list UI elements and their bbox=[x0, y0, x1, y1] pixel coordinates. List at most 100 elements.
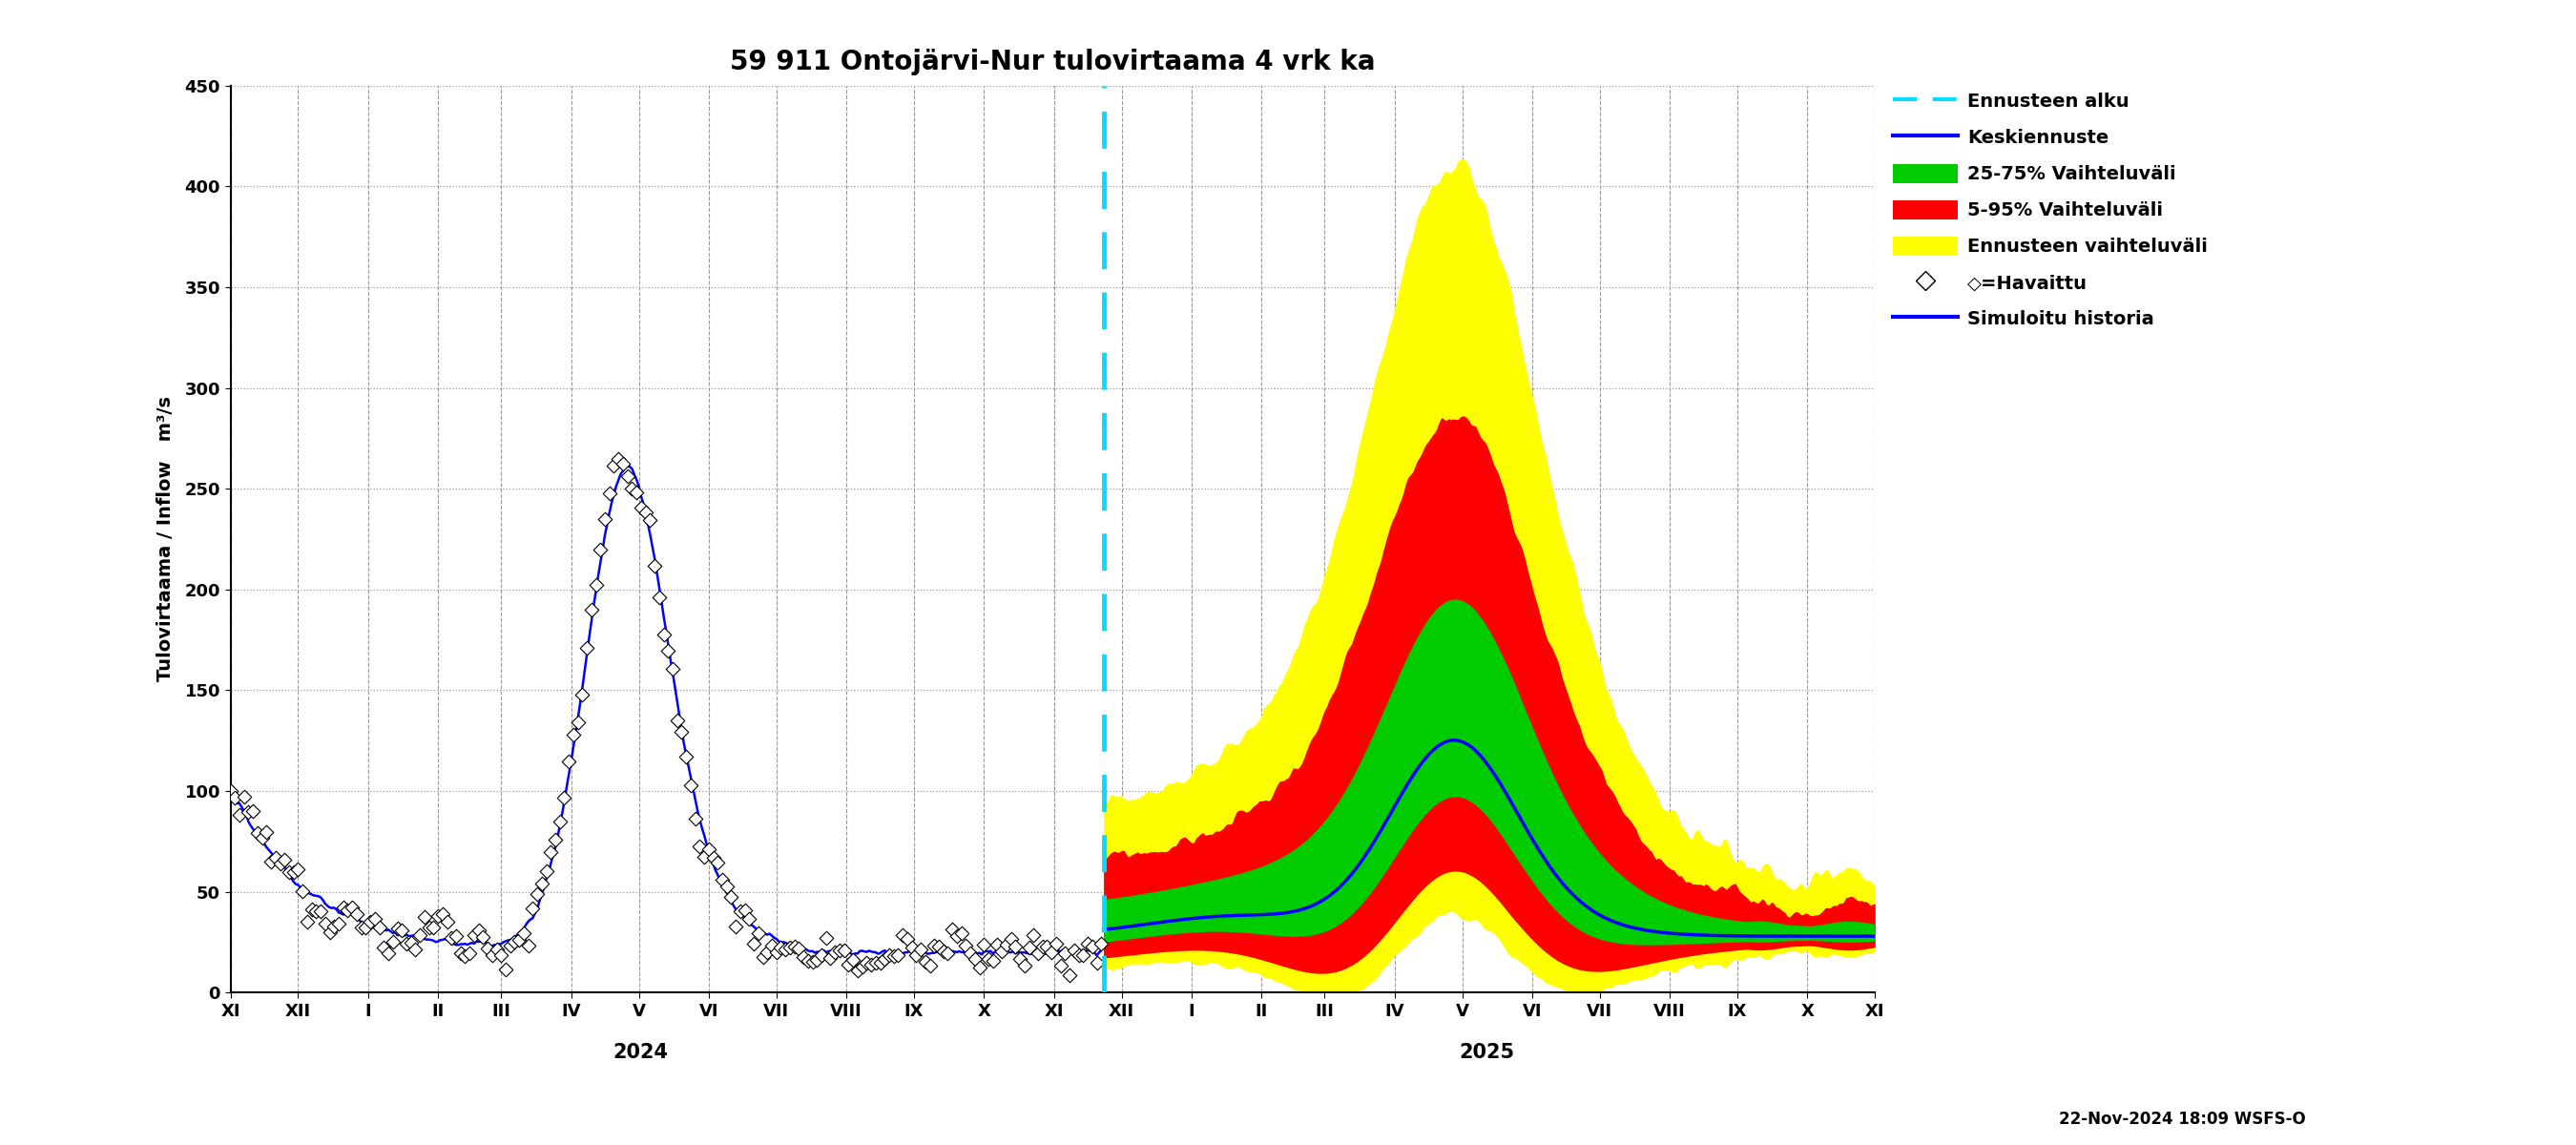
Point bbox=[616, 483, 657, 502]
Point bbox=[701, 870, 742, 889]
Point bbox=[477, 940, 518, 958]
Point bbox=[626, 504, 667, 522]
Point bbox=[675, 810, 716, 828]
Point bbox=[281, 882, 322, 900]
Point bbox=[531, 843, 572, 861]
Point bbox=[335, 906, 376, 924]
Point bbox=[788, 951, 829, 970]
Point bbox=[232, 802, 273, 820]
Title: 59 911 Ontojärvi-Nur tulovirtaama 4 vrk ka: 59 911 Ontojärvi-Nur tulovirtaama 4 vrk … bbox=[729, 48, 1376, 76]
Point bbox=[327, 901, 368, 919]
Point bbox=[896, 946, 938, 964]
Point bbox=[317, 915, 358, 933]
Point bbox=[665, 748, 706, 766]
Point bbox=[549, 752, 590, 771]
Point bbox=[572, 601, 613, 619]
Point bbox=[260, 855, 301, 874]
Point bbox=[554, 726, 595, 744]
Point bbox=[448, 945, 489, 963]
Point bbox=[412, 918, 453, 937]
Point bbox=[1077, 954, 1118, 972]
Point bbox=[368, 943, 410, 962]
Point bbox=[760, 939, 801, 957]
Point bbox=[471, 946, 513, 964]
Point bbox=[863, 950, 904, 969]
Point bbox=[987, 935, 1028, 954]
Point bbox=[430, 929, 471, 947]
Point bbox=[904, 953, 945, 971]
Point bbox=[845, 954, 886, 972]
Point bbox=[981, 942, 1023, 961]
Point bbox=[1012, 926, 1054, 945]
Point bbox=[860, 954, 902, 972]
Point bbox=[693, 848, 734, 867]
Point bbox=[855, 953, 896, 971]
Legend: Ennusteen alku, Keskiennuste, 25-75% Vaihteluväli, 5-95% Vaihteluväli, Ennusteen: Ennusteen alku, Keskiennuste, 25-75% Vai… bbox=[1888, 86, 2213, 334]
Point bbox=[363, 939, 404, 957]
Point bbox=[1005, 956, 1046, 974]
Point bbox=[878, 947, 920, 965]
Point bbox=[791, 953, 832, 971]
Point bbox=[394, 940, 435, 958]
Point bbox=[592, 457, 634, 475]
Point bbox=[278, 860, 319, 878]
Point bbox=[969, 949, 1010, 968]
Point bbox=[332, 898, 374, 916]
Point bbox=[1043, 943, 1084, 962]
Point bbox=[783, 948, 824, 966]
Point bbox=[734, 934, 775, 953]
Point bbox=[464, 927, 505, 946]
Point bbox=[556, 713, 598, 732]
Point bbox=[953, 950, 994, 969]
Point bbox=[500, 930, 541, 948]
Point bbox=[706, 877, 747, 895]
Point bbox=[1036, 934, 1077, 953]
Point bbox=[644, 625, 685, 643]
Point bbox=[376, 918, 417, 937]
Point bbox=[502, 924, 544, 942]
Point bbox=[1079, 935, 1121, 954]
Point bbox=[273, 863, 314, 882]
Point bbox=[927, 943, 969, 962]
Point bbox=[1007, 939, 1048, 957]
Point bbox=[688, 840, 729, 859]
Point bbox=[428, 913, 469, 931]
Point bbox=[994, 937, 1036, 955]
Point bbox=[680, 837, 721, 855]
Point bbox=[209, 782, 250, 800]
Point bbox=[899, 941, 940, 960]
Y-axis label: Tulovirtaama / Inflow   m³/s: Tulovirtaama / Inflow m³/s bbox=[157, 396, 175, 681]
Point bbox=[386, 934, 428, 953]
Point bbox=[1066, 934, 1108, 953]
Point bbox=[224, 788, 265, 806]
Text: 22-Nov-2024 18:09 WSFS-O: 22-Nov-2024 18:09 WSFS-O bbox=[2058, 1111, 2306, 1128]
Point bbox=[698, 853, 739, 871]
Text: 2025: 2025 bbox=[1458, 1043, 1515, 1063]
Point bbox=[881, 926, 922, 945]
Point bbox=[507, 937, 549, 955]
Point bbox=[755, 942, 796, 961]
Point bbox=[453, 925, 495, 943]
Point bbox=[603, 455, 644, 473]
Point bbox=[538, 812, 580, 830]
Point bbox=[837, 962, 878, 980]
Point bbox=[1048, 965, 1090, 984]
Point bbox=[999, 949, 1041, 968]
Point bbox=[868, 946, 909, 964]
Point bbox=[1041, 956, 1082, 974]
Point bbox=[322, 898, 363, 916]
Point bbox=[891, 938, 933, 956]
Point bbox=[482, 946, 523, 964]
Point bbox=[291, 900, 332, 918]
Point bbox=[634, 556, 675, 575]
Point bbox=[345, 918, 386, 937]
Point bbox=[914, 937, 956, 955]
Point bbox=[446, 947, 487, 965]
Point bbox=[417, 907, 459, 925]
Point bbox=[652, 660, 693, 678]
Point bbox=[951, 943, 992, 962]
Point bbox=[263, 851, 304, 869]
Point bbox=[574, 576, 616, 594]
Point bbox=[935, 926, 976, 945]
Point bbox=[724, 901, 765, 919]
